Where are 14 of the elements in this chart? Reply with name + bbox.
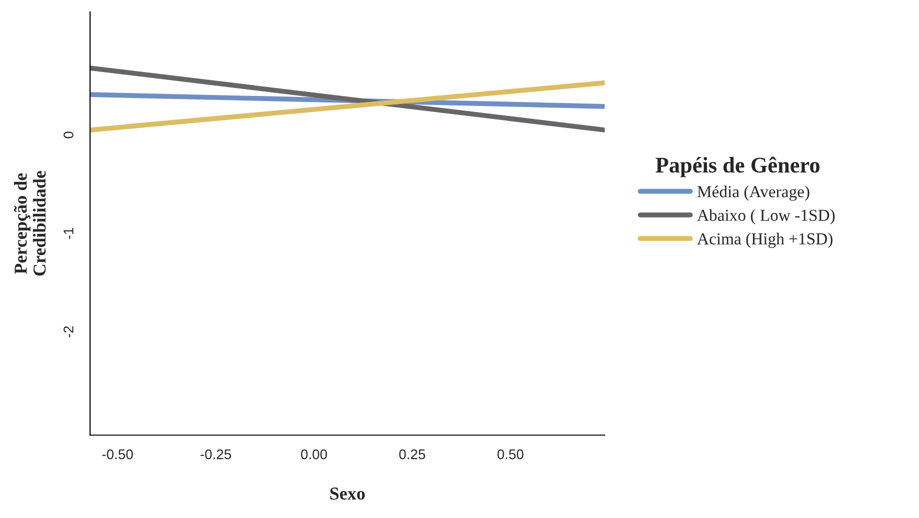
- legend-label: Média (Average): [697, 186, 810, 201]
- y-axis-title: Percepção de Credibilidade: [14, 170, 46, 276]
- x-tick-label: -0.50: [102, 449, 133, 460]
- x-tick-label: 0.50: [497, 449, 524, 460]
- y-tick-label: -2: [64, 326, 74, 338]
- x-tick-label: 0.00: [301, 449, 327, 460]
- x-axis-title: Sexo: [330, 488, 365, 500]
- y-tick-label: -1: [64, 228, 74, 239]
- legend-label: Abaixo ( Low -1SD): [697, 209, 835, 224]
- legend-title: Papéis de Gênero: [656, 156, 820, 178]
- legend-label: Acima (High +1SD): [697, 232, 832, 248]
- x-tick-label: 0.25: [399, 449, 426, 460]
- y-tick-label: 0: [64, 132, 74, 138]
- x-tick-label: -0.25: [200, 449, 232, 460]
